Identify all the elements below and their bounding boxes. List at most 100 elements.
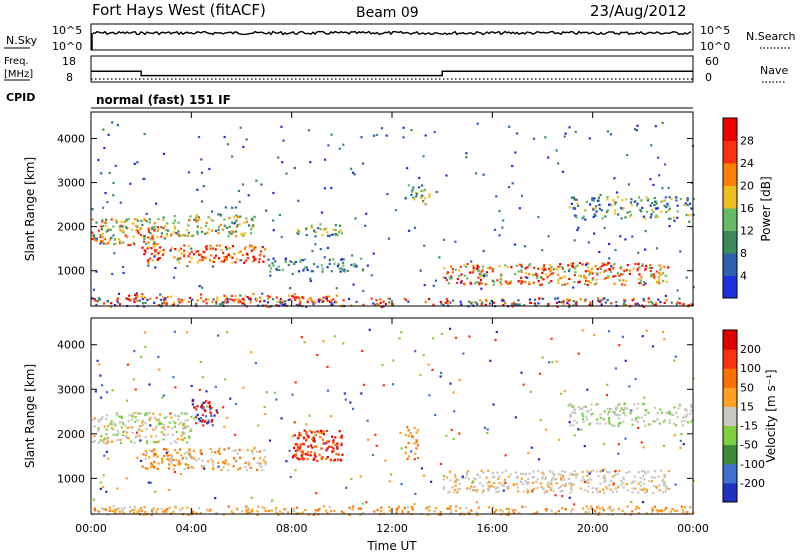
range-gate-cell (609, 480, 612, 483)
range-gate-cell (140, 459, 143, 462)
range-gate-cell (189, 215, 192, 218)
range-gate-cell (422, 200, 425, 204)
range-gate-cell (314, 511, 317, 515)
range-gate-cell (470, 485, 473, 488)
range-gate-cell (295, 449, 298, 452)
range-gate-cell (306, 451, 309, 454)
range-gate-cell (245, 220, 249, 223)
range-gate-cell (477, 268, 480, 271)
range-gate-cell (168, 488, 171, 491)
range-gate-cell (111, 121, 114, 124)
range-gate-cell (319, 436, 322, 439)
range-gate-cell (324, 509, 328, 512)
range-gate-cell (203, 467, 206, 470)
range-gate-cell (448, 490, 451, 493)
range-gate-cell (158, 418, 161, 421)
range-gate-cell (570, 415, 573, 418)
range-gate-cell (490, 299, 493, 302)
colorbar-segment (723, 463, 737, 484)
range-gate-cell (101, 485, 104, 488)
range-gate-cell (504, 454, 507, 457)
range-gate-cell (237, 298, 240, 301)
range-gate-cell (192, 449, 195, 452)
range-gate-cell (638, 282, 641, 285)
range-gate-cell (380, 510, 383, 513)
range-gate-cell (298, 434, 301, 437)
range-gate-cell (142, 302, 145, 305)
range-gate-cell (668, 196, 671, 199)
range-gate-cell (217, 232, 220, 235)
range-gate-cell (448, 507, 451, 510)
range-gate-cell (477, 276, 480, 279)
range-gate-cell (162, 218, 165, 221)
range-gate-cell (640, 199, 643, 202)
range-gate-cell (297, 436, 300, 439)
range-gate-cell (325, 298, 328, 301)
range-gate-cell (420, 184, 424, 187)
range-gate-cell (667, 266, 670, 269)
range-gate-cell (147, 481, 150, 484)
range-gate-cell (217, 213, 220, 216)
range-gate-cell (587, 507, 590, 510)
range-gate-cell (638, 304, 641, 307)
range-gate-cell (385, 134, 388, 137)
range-gate-cell (573, 239, 576, 242)
range-gate-cell (250, 232, 253, 235)
range-gate-cell (211, 265, 215, 268)
range-gate-cell (573, 470, 576, 473)
range-gate-cell (532, 282, 535, 285)
range-gate-cell (607, 420, 610, 424)
range-gate-cell (426, 506, 429, 509)
range-gate-cell (496, 486, 499, 489)
range-gate-cell (415, 441, 418, 444)
range-gate-cell (287, 264, 290, 267)
range-gate-cell (193, 457, 196, 460)
range-gate-cell (551, 272, 555, 275)
range-gate-cell (170, 295, 173, 298)
range-gate-cell (660, 267, 663, 270)
range-gate-cell (522, 483, 525, 486)
range-gate-cell (676, 509, 679, 512)
range-gate-cell (360, 392, 363, 395)
range-gate-cell (187, 171, 190, 174)
range-gate-cell (226, 143, 230, 146)
range-gate-cell (504, 264, 507, 267)
range-gate-cell (326, 512, 329, 515)
range-gate-cell (656, 509, 659, 512)
range-gate-cell (663, 204, 666, 207)
range-gate-cell (476, 488, 479, 491)
range-gate-cell (455, 478, 458, 481)
range-gate-cell (662, 491, 665, 494)
range-gate-cell (410, 190, 413, 193)
range-gate-cell (599, 413, 602, 416)
range-gate-cell (653, 204, 656, 207)
range-gate-cell (188, 449, 191, 452)
range-gate-cell (663, 301, 666, 304)
range-gate-cell (537, 267, 540, 270)
range-gate-cell (294, 453, 297, 456)
range-gate-cell (652, 491, 655, 494)
range-gate-cell (263, 299, 266, 302)
range-gate-cell (542, 278, 545, 281)
range-gate-cell (113, 252, 116, 255)
range-gate-cell (636, 204, 639, 207)
range-gate-cell (162, 447, 165, 451)
range-gate-cell (664, 490, 667, 493)
range-gate-cell (221, 301, 224, 304)
range-gate-cell (353, 173, 356, 176)
range-gate-cell (284, 260, 287, 264)
range-gate-cell (553, 478, 556, 481)
range-gate-cell (603, 476, 606, 479)
range-gate-cell (500, 299, 504, 302)
range-gate-cell (568, 496, 571, 499)
range-gate-cell (610, 509, 613, 512)
range-gate-cell (585, 263, 588, 266)
range-gate-cell (550, 483, 553, 486)
range-gate-cell (153, 228, 156, 231)
range-gate-cell (142, 419, 145, 422)
range-gate-cell (114, 508, 117, 511)
range-gate-cell (143, 296, 146, 299)
range-gate-cell (102, 474, 105, 477)
range-gate-cell (511, 164, 514, 168)
range-gate-cell (657, 298, 660, 301)
